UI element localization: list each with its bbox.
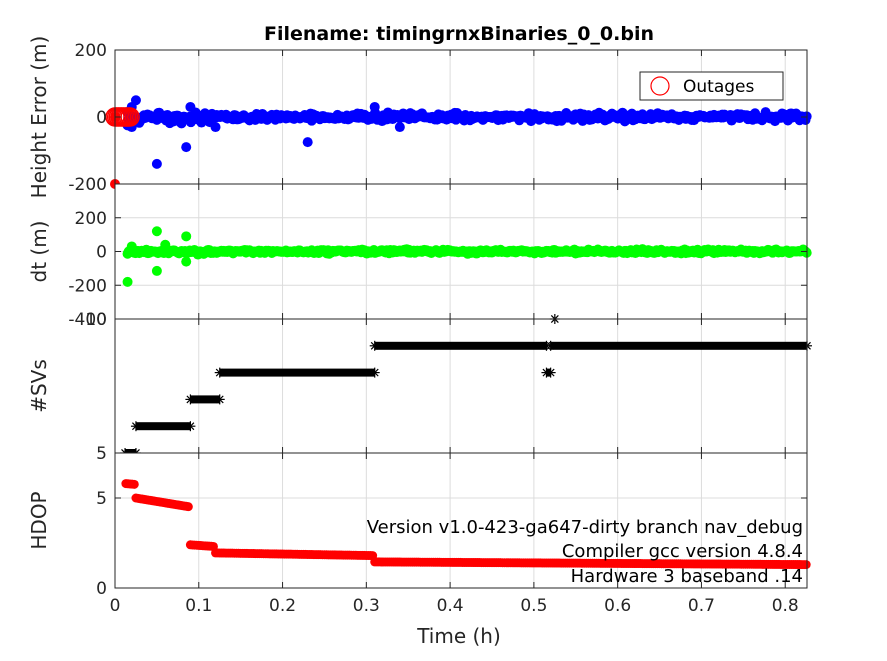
y-axis-label: #SVs [27, 359, 51, 413]
data-point-outlier [151, 226, 162, 237]
sv-marker-stroke [546, 368, 555, 377]
y-tick-label: 5 [96, 444, 107, 464]
sv-marker [545, 340, 556, 351]
panel-1: 200 0 -200 Height Error (m) [27, 36, 812, 199]
sv-marker-stroke [186, 422, 195, 431]
data-point-outlier [210, 122, 221, 133]
x-tick-label: 0.4 [437, 596, 464, 616]
plot-area [115, 319, 807, 453]
axes-frame [114, 452, 808, 589]
sv-segment [550, 341, 807, 350]
data-point-outlier [181, 142, 192, 153]
data-point-outlier [151, 158, 162, 169]
legend-outage-marker [650, 76, 670, 96]
y-tick-label: 0 [96, 108, 107, 128]
hardware-note: Hardware 3 baseband .14 [571, 566, 803, 587]
panel-3: 10 5 #SVs [27, 310, 812, 464]
hdop-point [801, 560, 811, 570]
data-point-outlier [181, 256, 192, 267]
y-tick-label: 200 [75, 41, 107, 61]
sv-marker [369, 367, 380, 378]
y-tick-label: -400 [68, 310, 107, 330]
sv-marker [214, 394, 225, 405]
sv-segment [190, 395, 220, 404]
y-tick-label: -200 [68, 276, 107, 296]
x-tick-label: 0 [110, 596, 121, 616]
y-tick-label: 200 [75, 209, 107, 229]
sv-marker-stroke [131, 422, 140, 431]
x-axis-label: Time (h) [416, 624, 501, 648]
x-tick-label: 0.1 [185, 596, 212, 616]
data-points [105, 95, 812, 189]
data-points [121, 479, 811, 570]
panels: 200 0 -200 Height Error (m) 200 0 -200 -400 dt (… [27, 36, 812, 616]
data-point-outlier [369, 101, 380, 112]
data-point-outlier [185, 101, 196, 112]
legend-box [639, 71, 784, 101]
data-point-outlier [151, 265, 162, 276]
x-tick-label: 0.8 [772, 596, 799, 616]
panel-2: 200 0 -200 -400 dt (m) [27, 183, 812, 330]
legend: Outages [639, 71, 784, 101]
y-axis-label: HDOP [27, 491, 51, 549]
x-tick-label: 0.3 [353, 596, 380, 616]
sv-marker [369, 340, 380, 351]
y-tick-label: 0 [96, 579, 107, 599]
sv-marker [185, 421, 196, 432]
sv-marker-stroke [370, 341, 379, 350]
sv-marker-stroke [186, 395, 195, 404]
data-point-outlier [130, 95, 141, 106]
x-tick-label: 0.5 [520, 596, 547, 616]
sv-segment [219, 368, 375, 377]
sv-marker-stroke [370, 368, 379, 377]
legend-label-outages: Outages [683, 77, 754, 97]
x-tick-label: 0.6 [604, 596, 631, 616]
x-tick-label: 0.7 [688, 596, 715, 616]
data-point-outlier [181, 231, 192, 242]
version-note: Version v1.0-423-ga647-dirty branch nav_… [367, 517, 803, 538]
sv-marker [130, 421, 141, 432]
data-points [122, 226, 812, 287]
annotation-block: Version v1.0-423-ga647-dirty branch nav_… [367, 517, 803, 587]
sv-marker [185, 394, 196, 405]
data-point-outlier [126, 241, 137, 252]
sv-marker-stroke [215, 368, 224, 377]
x-tick-label: 0.2 [269, 596, 296, 616]
y-tick-label: 0 [96, 243, 107, 263]
compiler-note: Compiler gcc version 4.8.4 [562, 541, 803, 562]
sv-marker-stroke [215, 395, 224, 404]
panel-4: 5 0 HDOP [27, 452, 811, 599]
data-point-outlier [394, 122, 405, 133]
data-point-outlier [160, 239, 171, 250]
y-tick-label: 5 [96, 489, 107, 509]
data-point-outlier [302, 137, 313, 148]
sv-marker-stroke [546, 341, 555, 350]
sv-marker [545, 367, 556, 378]
y-tick-label: 10 [85, 310, 107, 330]
outage-marker [120, 107, 140, 127]
hdop-point [129, 479, 139, 489]
hdop-point [183, 502, 193, 512]
chart-title: Filename: timingrnxBinaries_0_0.bin [264, 23, 654, 45]
sv-marker [214, 367, 225, 378]
sv-segment [135, 422, 191, 431]
sv-segment [374, 341, 547, 350]
data-point-outlier [122, 276, 133, 287]
y-axis-label: Height Error (m) [27, 36, 51, 199]
y-axis-label: dt (m) [27, 221, 51, 283]
y-tick-label: -200 [68, 175, 107, 195]
